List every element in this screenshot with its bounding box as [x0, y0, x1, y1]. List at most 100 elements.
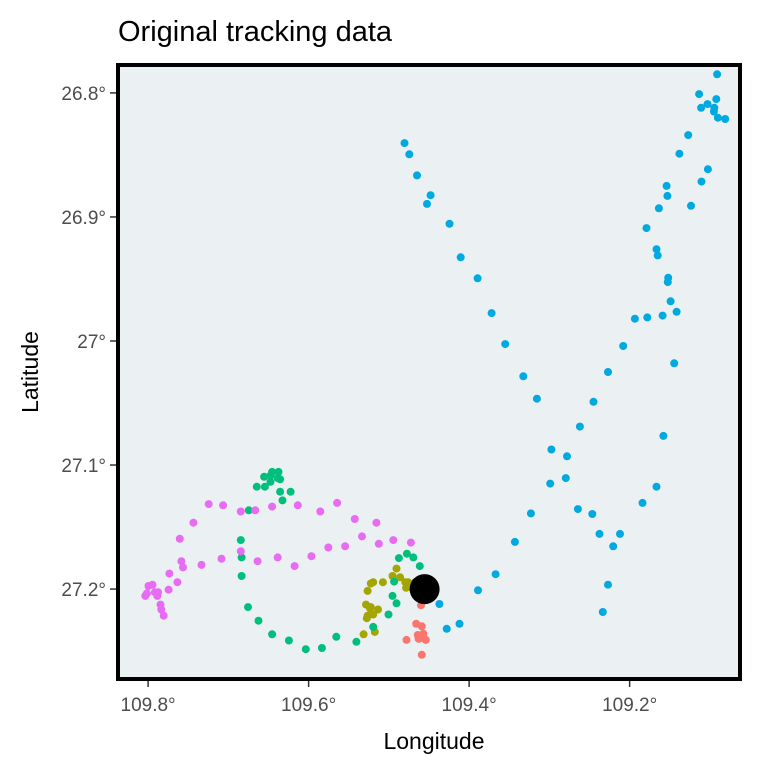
data-point [435, 600, 444, 608]
data-point [684, 131, 693, 140]
y-axis-title: Latitude [17, 331, 43, 413]
data-point [526, 509, 535, 518]
chart-title: Original tracking data [118, 16, 393, 48]
data-point [604, 368, 612, 376]
data-point [394, 554, 403, 563]
data-point [654, 204, 663, 213]
data-point [159, 611, 168, 620]
data-point [710, 103, 719, 112]
data-point [384, 610, 393, 619]
data-point [179, 563, 187, 572]
data-point [417, 622, 426, 631]
data-point [409, 553, 418, 562]
data-point [276, 475, 285, 484]
series-3 [236, 467, 424, 654]
data-point [675, 149, 684, 158]
data-point [274, 467, 283, 476]
data-point [400, 139, 409, 148]
y-tick-label: 27° [77, 332, 106, 353]
data-point [442, 624, 451, 633]
center-marker [409, 574, 440, 605]
data-point [268, 630, 277, 639]
data-point [392, 564, 401, 573]
data-point [144, 582, 153, 590]
data-point [663, 278, 672, 287]
data-point [396, 573, 405, 582]
data-point [405, 150, 414, 159]
data-point [672, 307, 681, 316]
data-point [547, 445, 556, 454]
data-point [369, 610, 378, 619]
panel-border [116, 63, 742, 681]
data-point [638, 498, 647, 507]
data-point [293, 501, 302, 510]
data-point [575, 422, 584, 431]
data-point [712, 95, 721, 104]
data-point [402, 549, 411, 558]
x-axis-ticks: 109.8° 109.6° 109.4° 109.2° [121, 681, 657, 716]
data-point [189, 518, 198, 527]
data-point [652, 245, 661, 254]
data-point [658, 311, 667, 320]
data-point [254, 616, 263, 625]
data-point [350, 515, 359, 523]
data-point [369, 622, 378, 631]
data-point [609, 542, 618, 551]
data-point [374, 605, 382, 614]
data-point [352, 637, 361, 646]
y-axis-ticks: 26.8° 26.9° 27° 27.1° 27.2° [61, 84, 116, 601]
data-points [141, 70, 730, 659]
data-point [455, 619, 464, 628]
data-point [713, 113, 722, 122]
data-point [390, 577, 399, 586]
series-0 [400, 70, 730, 633]
data-point [402, 635, 411, 644]
data-point [204, 500, 213, 509]
data-point [546, 479, 555, 488]
data-point [307, 552, 316, 561]
data-point [341, 542, 350, 551]
data-point [260, 472, 269, 481]
data-point [666, 297, 675, 306]
data-point [721, 115, 730, 123]
data-point [290, 562, 299, 571]
data-point [604, 580, 612, 589]
data-point [419, 629, 428, 638]
data-point [445, 219, 454, 228]
data-point [389, 536, 398, 545]
data-point [278, 496, 287, 505]
y-tick-label: 27.1° [61, 456, 106, 477]
data-point [487, 309, 496, 318]
data-point [501, 340, 510, 349]
data-point [260, 482, 269, 491]
x-axis-title: Longitude [383, 728, 484, 754]
data-point [474, 586, 482, 595]
data-point [372, 518, 381, 527]
data-point [662, 181, 671, 190]
data-point [589, 397, 598, 406]
series-1 [402, 591, 430, 659]
data-point [236, 547, 245, 556]
data-point [173, 578, 182, 587]
data-point [268, 502, 277, 511]
data-point [563, 452, 571, 461]
data-point [619, 342, 628, 350]
data-point [695, 90, 704, 99]
data-point [175, 534, 184, 543]
data-point [519, 372, 528, 381]
data-point [333, 498, 342, 507]
x-tick-label: 109.2° [602, 695, 657, 716]
data-point [236, 536, 245, 545]
data-point [573, 505, 582, 514]
data-point [273, 553, 282, 562]
data-point [316, 507, 325, 516]
data-point [456, 253, 465, 262]
data-point [197, 560, 206, 569]
data-point [663, 191, 672, 200]
data-point [363, 586, 372, 595]
data-point [659, 431, 668, 440]
data-point [406, 538, 415, 547]
data-point [491, 570, 500, 579]
data-point [595, 529, 604, 538]
